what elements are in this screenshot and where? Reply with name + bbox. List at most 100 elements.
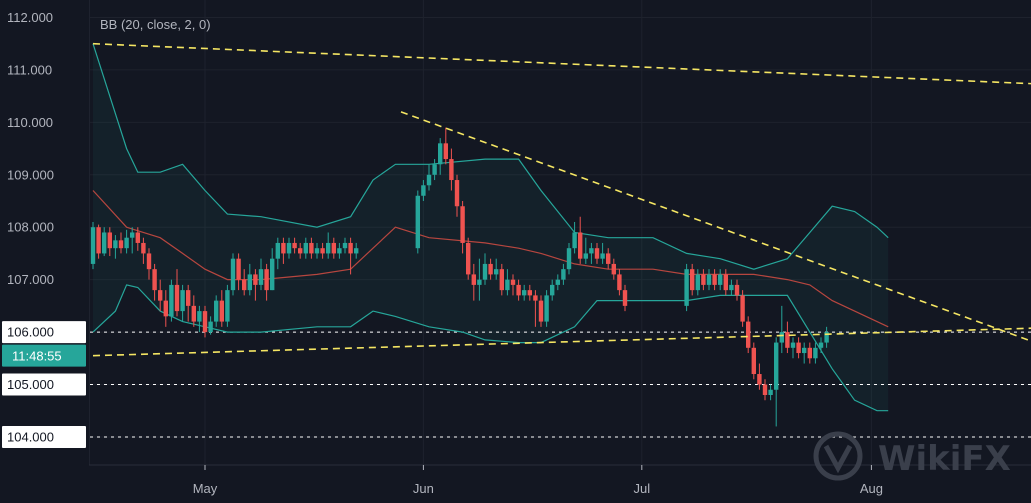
candle [426,164,432,191]
candle [572,221,577,254]
level-price-tag: 105.000 [2,373,86,396]
candle-body [426,174,432,186]
candle [275,237,280,270]
candle-body [617,274,622,291]
candle-body [684,269,689,306]
candle [438,138,443,175]
candle-body [606,253,611,264]
candle-body [443,143,448,160]
candle-body [785,332,790,348]
candle [415,190,420,254]
price-tick-label: 109.000 [7,167,54,182]
candle [342,237,348,254]
candle [533,290,538,327]
price-tick-label: 107.000 [7,272,54,287]
candle-body [197,311,202,322]
candle [460,201,465,254]
candle-body [790,342,796,348]
trendline[interactable] [92,42,1031,86]
candle-body [712,274,717,285]
candle [225,284,230,327]
candle [174,269,180,317]
candle [337,242,342,259]
candle [505,269,510,296]
candle-body [600,253,605,259]
candle [527,284,532,301]
candle [466,237,471,280]
level-price-tag-bg [2,321,86,344]
candle [292,237,297,254]
candle-body [298,248,303,254]
candle [566,242,572,275]
candle-body [746,321,751,348]
candle-body [578,232,583,259]
candle [158,279,163,312]
candle-body [135,232,140,243]
candle [561,263,566,285]
candle [169,279,174,322]
candle-body [292,242,297,249]
candle-body [768,389,773,395]
bb-band-fill [93,43,889,411]
candle-body [555,279,560,285]
candle [606,248,611,270]
price-tick-label: 112.000 [7,10,53,25]
candle-body [779,332,784,343]
candle [690,263,695,296]
candle-body [701,274,706,285]
candle-body [690,269,695,291]
candle-body [824,332,829,343]
candle [320,242,325,259]
candle [230,253,236,296]
candle-body [516,284,521,296]
candle [774,337,779,427]
trendline[interactable] [400,111,1031,358]
candle-body [494,269,499,275]
candle-body [813,347,818,359]
candle [309,237,314,259]
candle-body [152,269,157,291]
watermark-text: WikiFX [878,439,1011,479]
candle-body [258,269,264,285]
candle-body [488,263,493,275]
candle-body [320,248,325,254]
candle-body [594,248,600,259]
candle [622,284,628,312]
candle [449,148,454,191]
candle [113,235,118,259]
candle [242,269,247,296]
candle-body [337,248,342,254]
level-price-tag-text: 104.000 [7,429,54,444]
candle [494,258,499,280]
candle [258,258,264,291]
candle [146,248,152,280]
candle-body [550,284,555,296]
indicator-label[interactable]: BB (20, close, 2, 0) [100,17,211,32]
candle-body [751,347,756,375]
time-axis[interactable]: May Jun Jul Aug [193,465,883,496]
candle-body [796,342,801,354]
candle [499,263,504,296]
candle [270,248,275,291]
candle-body [454,180,460,207]
candle-body [718,274,723,285]
candle [706,269,712,291]
candle [421,180,426,202]
candle-body [242,279,247,291]
candle-body [818,342,824,348]
time-tick-label: Jul [633,481,650,496]
candle [488,258,493,280]
bb-lower-band [92,284,889,412]
trendline[interactable] [92,327,1031,357]
candle [303,237,308,259]
trendlines[interactable] [92,42,1031,359]
candle [824,326,829,348]
candle-body [807,347,812,359]
candle [477,258,482,301]
candle-body [214,300,219,322]
candle [96,224,101,259]
candle-body [740,295,745,322]
candle [118,232,124,254]
bb-upper-band [92,43,889,270]
